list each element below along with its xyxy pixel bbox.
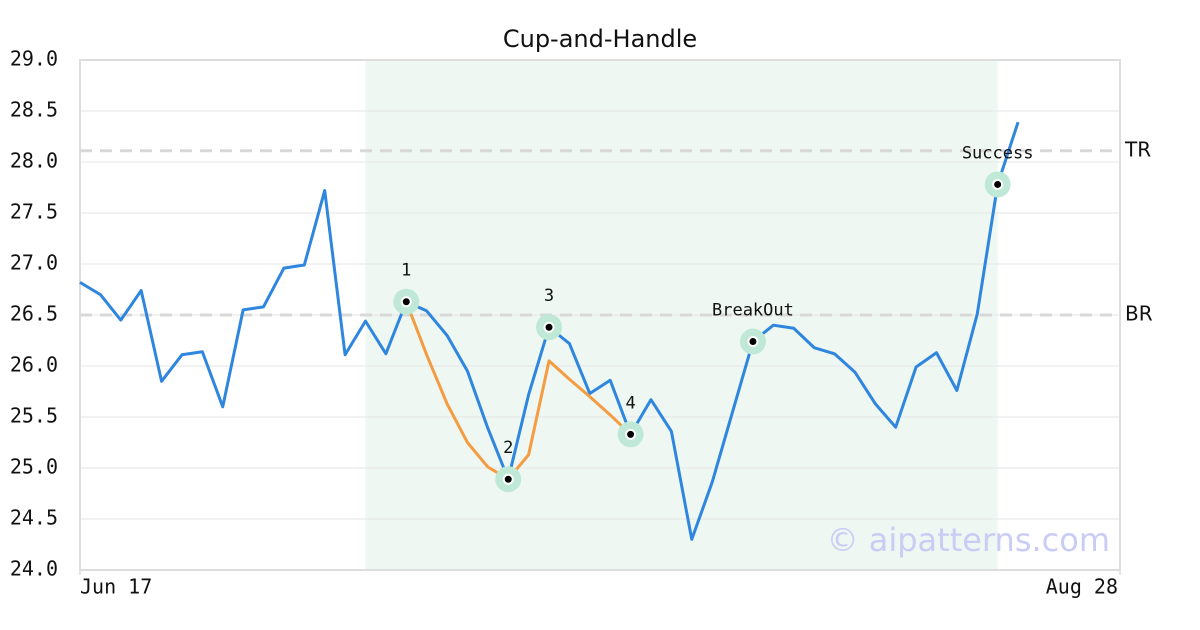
annotation-dot (502, 473, 514, 485)
reference-label: TR (1124, 137, 1151, 161)
x-tick-label: Jun 17 (80, 575, 152, 599)
y-tick-label: 28.0 (10, 149, 58, 173)
annotation-label: 3 (544, 286, 554, 306)
x-tick-label: Aug 28 (1046, 575, 1118, 599)
annotation-label: Success (962, 143, 1034, 163)
watermark: © aipatterns.com (827, 521, 1110, 559)
annotation-label: 4 (625, 393, 635, 413)
y-tick-label: 24.0 (10, 557, 58, 581)
reference-label: BR (1125, 302, 1153, 326)
y-tick-label: 26.5 (10, 302, 58, 326)
y-tick-label: 27.0 (10, 251, 58, 275)
y-tick-label: 25.5 (10, 404, 58, 428)
y-tick-label: 26.0 (10, 353, 58, 377)
chart-title: Cup-and-Handle (503, 25, 697, 53)
annotation-label: BreakOut (712, 301, 794, 321)
annotation-dot (992, 178, 1004, 190)
annotation-dot (400, 296, 412, 308)
y-tick-label: 27.5 (10, 200, 58, 224)
y-tick-label: 29.0 (10, 47, 58, 71)
series-line (404, 301, 632, 481)
annotation-dot (625, 428, 637, 440)
annotation-dot (747, 336, 759, 348)
y-tick-label: 28.5 (10, 98, 58, 122)
annotation-label: 1 (401, 261, 411, 281)
annotation-label: 2 (503, 438, 513, 458)
y-tick-label: 24.5 (10, 506, 58, 530)
annotation-dot (543, 321, 555, 333)
y-tick-label: 25.0 (10, 455, 58, 479)
